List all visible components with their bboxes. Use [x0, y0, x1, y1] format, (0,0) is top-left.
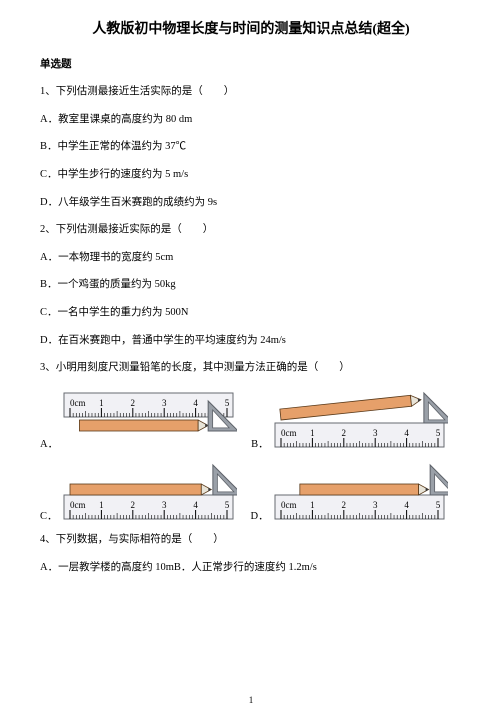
svg-text:3: 3 [161, 500, 166, 510]
svg-text:4: 4 [193, 398, 198, 408]
q2-stem: 2、下列估测最接近实际的是（ ） [40, 223, 462, 237]
q2-opt-d: D．在百米赛跑中，普通中学生的平均速度约为 24m/s [40, 334, 462, 348]
q3-figure-c: 0cm 1 2 3 4 5 [62, 461, 237, 523]
q1-opt-a: A．教室里课桌的高度约为 80 dm [40, 113, 462, 127]
svg-text:5: 5 [224, 500, 229, 510]
q2-opt-b: B．一个鸡蛋的质量约为 50kg [40, 278, 462, 292]
q1-opt-b: B．中学生正常的体温约为 37℃ [40, 140, 462, 154]
svg-text:1: 1 [310, 428, 315, 438]
svg-text:1: 1 [310, 500, 315, 510]
q4-stem: 4、下列数据，与实际相符的是（ ） [40, 533, 462, 547]
svg-text:4: 4 [404, 500, 409, 510]
q3-label-b: B． [251, 436, 269, 451]
q3-figure-b: 0cm 1 2 3 4 5 [273, 389, 448, 451]
q1-opt-d: D．八年级学生百米赛跑的成绩约为 9s [40, 196, 462, 210]
svg-text:5: 5 [435, 500, 440, 510]
svg-text:4: 4 [404, 428, 409, 438]
q3-row-ab: A． 0cm 1 2 3 4 5 B． 0cm 1 2 3 4 5 [40, 389, 462, 451]
svg-text:2: 2 [341, 428, 346, 438]
svg-text:0cm: 0cm [281, 500, 297, 510]
svg-text:1: 1 [99, 398, 104, 408]
q4-opt-a: A．一层教学楼的高度约 10mB．人正常步行的速度约 1.2m/s [40, 561, 462, 575]
q1-stem: 1、下列估测最接近生活实际的是（ ） [40, 85, 462, 99]
section-heading: 单选题 [40, 56, 462, 71]
q2-opt-c: C．一名中学生的重力约为 500N [40, 306, 462, 320]
svg-text:2: 2 [131, 398, 136, 408]
q3-label-a: A． [40, 436, 58, 451]
svg-text:0cm: 0cm [70, 398, 86, 408]
svg-text:3: 3 [162, 398, 167, 408]
svg-text:1: 1 [99, 500, 104, 510]
svg-text:3: 3 [373, 500, 378, 510]
svg-text:5: 5 [225, 398, 230, 408]
q3-figure-d: 0cm 1 2 3 4 5 [273, 461, 448, 523]
svg-text:3: 3 [373, 428, 378, 438]
svg-text:2: 2 [130, 500, 135, 510]
page-title: 人教版初中物理长度与时间的测量知识点总结(超全) [40, 18, 462, 38]
q2-opt-a: A．一本物理书的宽度约 5cm [40, 251, 462, 265]
q3-stem: 3、小明用刻度尺测量铅笔的长度，其中测量方法正确的是（ ） [40, 361, 462, 375]
q1-opt-c: C．中学生步行的速度约为 5 m/s [40, 168, 462, 182]
svg-text:0cm: 0cm [281, 428, 297, 438]
svg-text:0cm: 0cm [70, 500, 86, 510]
page-number: 1 [0, 695, 502, 705]
svg-text:4: 4 [193, 500, 198, 510]
svg-text:2: 2 [341, 500, 346, 510]
q3-label-c: C． [40, 508, 58, 523]
q3-row-cd: C． 0cm 1 2 3 4 5 D． 0cm 1 2 3 4 5 [40, 461, 462, 523]
svg-text:5: 5 [435, 428, 440, 438]
q3-label-d: D． [251, 508, 269, 523]
q3-figure-a: 0cm 1 2 3 4 5 [62, 389, 237, 451]
